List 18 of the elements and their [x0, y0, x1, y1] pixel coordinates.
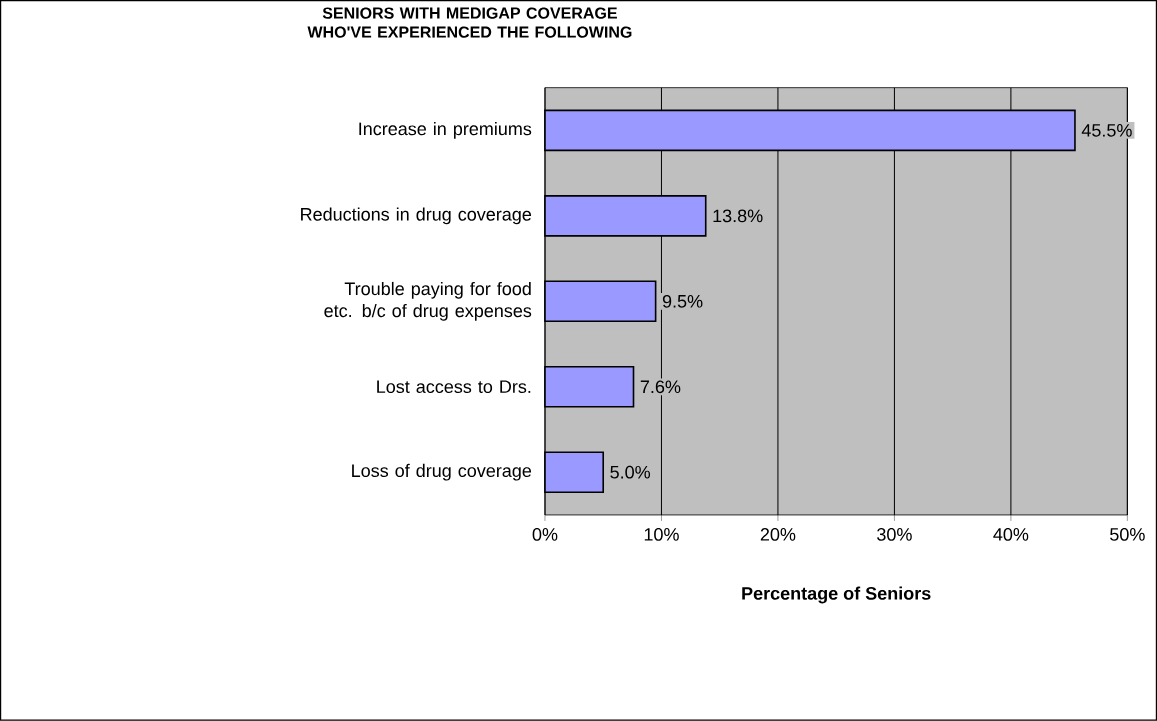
data-label: 45.5%: [1081, 124, 1132, 137]
x-tick-label: 40%: [993, 528, 1029, 541]
y-tick-label: Trouble paying for food etc. b/c of drug expenses: [324, 282, 532, 321]
y-tick-label: Lost access to Drs.: [377, 380, 531, 394]
x-tick-label: 50%: [1110, 528, 1145, 541]
x-tick-label: 0%: [532, 528, 558, 541]
x-axis-title: Percentage of Seniors: [742, 586, 931, 604]
x-tick-label: 30%: [877, 528, 912, 541]
data-label: 13.8%: [713, 209, 763, 223]
x-tick-label: 10%: [644, 528, 679, 541]
y-tick-label: Increase in premiums: [359, 122, 532, 139]
data-label: 5.0%: [610, 465, 651, 479]
x-tick-label: 20%: [760, 528, 796, 541]
data-label: 7.6%: [640, 380, 681, 394]
chart-title: SENIORS WITH MEDIGAP COVERAGE WHO'VE EXPERIENCED THE FOLLOWING: [307, 7, 632, 38]
y-tick-label: Loss of drug coverage: [352, 463, 532, 481]
y-tick-label: Reductions in drug coverage: [301, 207, 532, 225]
data-label: 9.5%: [662, 295, 703, 308]
